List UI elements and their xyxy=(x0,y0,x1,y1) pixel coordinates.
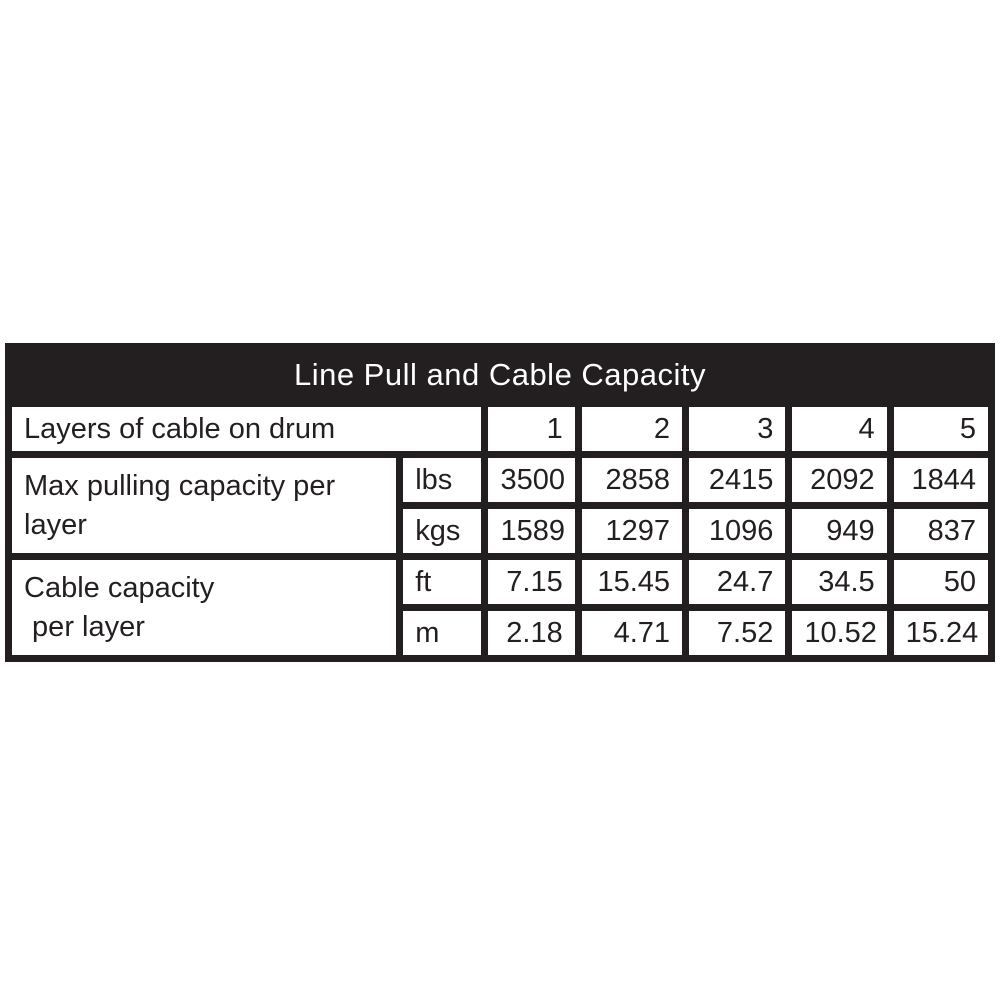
unit-ft: ft xyxy=(401,558,484,606)
kgs-value-1: 1589 xyxy=(486,507,577,555)
layers-value-3: 3 xyxy=(687,405,788,453)
layers-row-label: Layers of cable on drum xyxy=(10,405,484,453)
lbs-value-5: 1844 xyxy=(891,456,990,504)
cable-capacity-m-row: m 2.18 4.71 7.52 10.52 15.24 xyxy=(10,609,990,657)
table-title-row: Line Pull and Cable Capacity xyxy=(10,348,990,402)
ft-value-1: 7.15 xyxy=(486,558,577,606)
unit-kgs: kgs xyxy=(401,507,484,555)
layers-value-4: 4 xyxy=(790,405,889,453)
unit-lbs: lbs xyxy=(401,456,484,504)
max-pull-kgs-row: kgs 1589 1297 1096 949 837 xyxy=(10,507,990,555)
kgs-value-4: 949 xyxy=(790,507,889,555)
ft-value-5: 50 xyxy=(891,558,990,606)
lbs-value-1: 3500 xyxy=(486,456,577,504)
layers-value-2: 2 xyxy=(579,405,685,453)
line-pull-capacity-table: Line Pull and Cable Capacity Layers of c… xyxy=(5,343,995,662)
table-title: Line Pull and Cable Capacity xyxy=(10,348,990,402)
kgs-value-2: 1297 xyxy=(579,507,685,555)
cable-capacity-ft-row: Cable capacity per layer ft 7.15 15.45 2… xyxy=(10,558,990,657)
ft-value-3: 24.7 xyxy=(687,558,788,606)
max-pull-lbs-row: Max pulling capacity per layer lbs 3500 … xyxy=(10,456,990,555)
m-value-4: 10.52 xyxy=(790,609,889,657)
layers-value-1: 1 xyxy=(486,405,577,453)
kgs-value-5: 837 xyxy=(891,507,990,555)
unit-m: m xyxy=(401,609,484,657)
kgs-value-3: 1096 xyxy=(687,507,788,555)
ft-value-4: 34.5 xyxy=(790,558,889,606)
ft-value-2: 15.45 xyxy=(579,558,685,606)
m-value-3: 7.52 xyxy=(687,609,788,657)
m-value-5: 15.24 xyxy=(891,609,990,657)
m-value-1: 2.18 xyxy=(486,609,577,657)
m-value-2: 4.71 xyxy=(579,609,685,657)
layers-row: Layers of cable on drum 1 2 3 4 5 xyxy=(10,405,990,453)
layers-value-5: 5 xyxy=(891,405,990,453)
max-pull-section-label: Max pulling capacity per layer xyxy=(10,456,399,555)
lbs-value-4: 2092 xyxy=(790,456,889,504)
lbs-value-3: 2415 xyxy=(687,456,788,504)
lbs-value-2: 2858 xyxy=(579,456,685,504)
cable-capacity-section-label: Cable capacity per layer xyxy=(10,558,399,657)
